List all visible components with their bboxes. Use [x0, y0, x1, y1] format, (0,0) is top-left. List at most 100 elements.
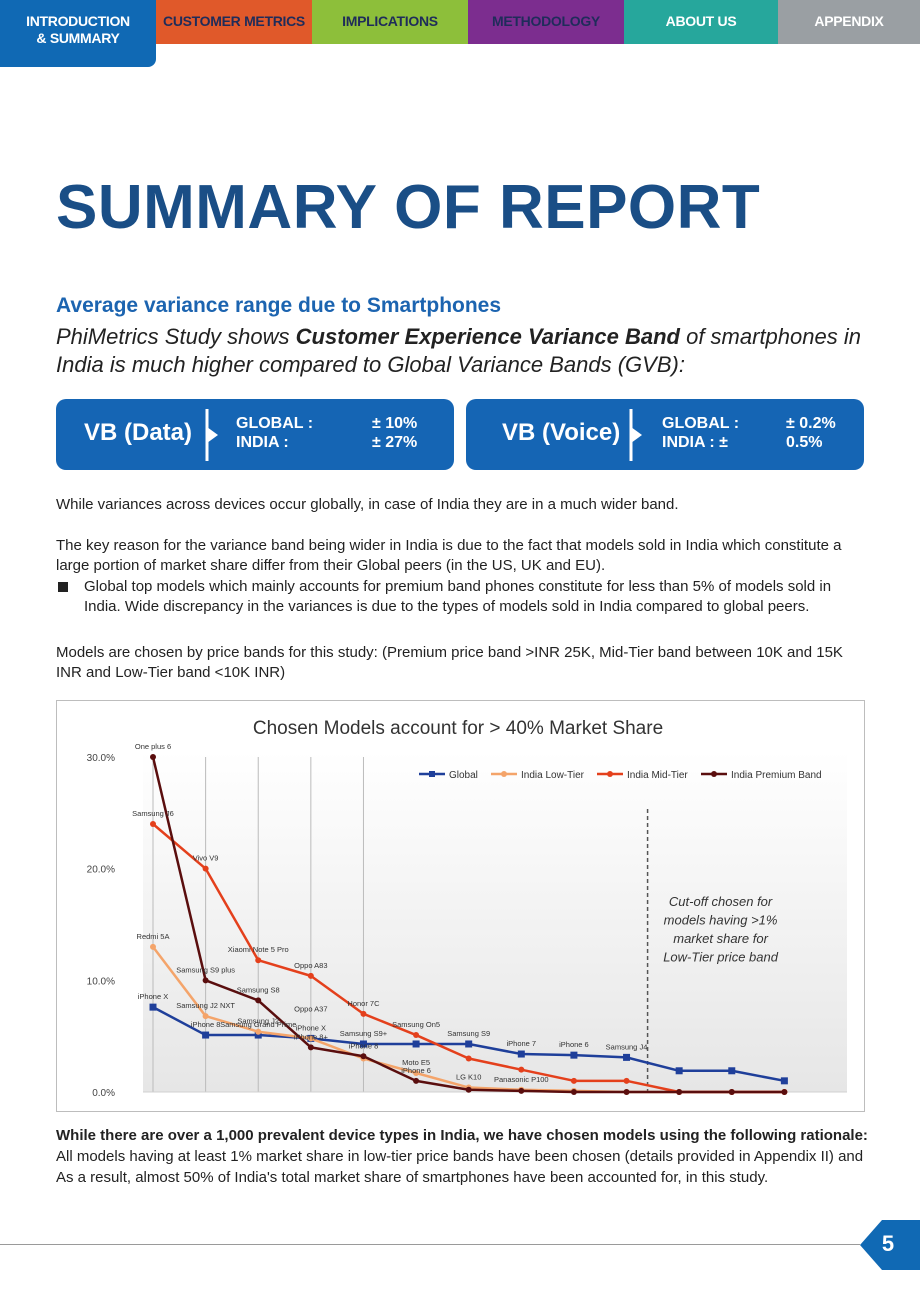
y-tick-label: 10.0%: [87, 976, 115, 987]
y-tick-label: 0.0%: [92, 1088, 115, 1099]
data-point: [781, 1089, 788, 1095]
legend-marker: [501, 771, 507, 777]
data-point: [675, 1067, 683, 1075]
chevron-right-icon: [629, 409, 642, 461]
point-label: Samsung J2: [237, 1017, 279, 1026]
tab-label: INTRODUCTION & SUMMARY: [26, 13, 130, 46]
legend-label: India Low-Tier: [521, 770, 585, 781]
point-label: Samsung Grand Prime: [220, 1020, 296, 1029]
point-label: Oppo A37: [294, 1004, 327, 1013]
tab-label: METHODOLOGY: [492, 13, 600, 29]
chevron-right-icon: [205, 409, 218, 461]
tab-label: ABOUT US: [665, 13, 737, 29]
data-point: [202, 977, 209, 984]
y-tick-label: 30.0%: [87, 753, 115, 764]
legend-marker: [429, 771, 435, 777]
page-number-badge: [860, 1220, 920, 1270]
tab-implications[interactable]: IMPLICATIONS: [312, 0, 468, 44]
vb-voice-box: VB (Voice) GLOBAL : INDIA : ± ± 0.2% 0.5%: [466, 399, 864, 470]
point-label: LG K10: [456, 1073, 481, 1082]
tab-methodology[interactable]: METHODOLOGY: [468, 0, 624, 44]
vb-voice-keys: GLOBAL : INDIA : ±: [662, 415, 740, 451]
data-point: [413, 1070, 420, 1077]
legend-label: India Mid-Tier: [627, 770, 688, 781]
data-point: [465, 1086, 472, 1093]
point-label: Samsung S9: [447, 1029, 490, 1038]
page-number: 5: [881, 1231, 895, 1256]
cutoff-annotation-line: market share for: [673, 931, 768, 946]
data-point: [465, 1040, 473, 1048]
point-label: Samsung J2 NXT: [176, 1001, 235, 1010]
data-point: [255, 957, 262, 964]
rationale-paragraph: While there are over a 1,000 prevalent d…: [56, 1127, 868, 1186]
vb-data-keys: GLOBAL : INDIA :: [236, 415, 314, 451]
cutoff-annotation-line: models having >1%: [664, 913, 778, 928]
bullet-square-icon: [58, 582, 68, 592]
point-label: Samsung S9 plus: [176, 965, 235, 974]
vb-data-label: VB (Data): [84, 419, 193, 446]
paragraph-price-bands: Models are chosen by price bands for thi…: [56, 644, 843, 681]
point-label: Vivo V9: [193, 854, 219, 863]
legend-marker: [607, 771, 613, 777]
point-label: Samsung J4: [606, 1042, 648, 1051]
data-point: [360, 1053, 367, 1060]
footer-divider: [0, 1244, 860, 1245]
top-nav: INTRODUCTION & SUMMARY CUSTOMER METRICS I…: [0, 0, 920, 67]
data-point: [623, 1053, 631, 1061]
data-point: [517, 1050, 525, 1058]
point-label: Moto E5: [402, 1058, 430, 1067]
tab-introduction-summary[interactable]: INTRODUCTION & SUMMARY: [0, 0, 156, 67]
point-label: iPhone 8+: [294, 1032, 329, 1041]
data-point: [413, 1077, 420, 1084]
data-point: [676, 1089, 683, 1095]
data-point: [570, 1051, 578, 1059]
legend-label: India Premium Band: [731, 770, 822, 781]
legend-marker: [711, 771, 717, 777]
point-label: iPhone 6: [401, 1066, 431, 1075]
data-point: [149, 1003, 157, 1011]
point-label: iPhone 6: [559, 1040, 589, 1049]
point-label: iPhone 8: [349, 1041, 379, 1050]
point-label: Panasonic P100: [494, 1075, 549, 1084]
point-label: Oppo A83: [294, 961, 327, 970]
data-point: [202, 1031, 210, 1039]
point-label: iPhone X: [296, 1023, 326, 1032]
paragraph-global-variance: While variances across devices occur glo…: [56, 496, 679, 513]
point-label: iPhone 8: [191, 1020, 221, 1029]
data-point: [307, 1044, 314, 1051]
data-point: [359, 1040, 367, 1048]
data-point: [307, 972, 314, 979]
data-point: [623, 1077, 630, 1084]
point-label: One plus 6: [135, 742, 171, 751]
point-label: Samsung S9+: [340, 1029, 388, 1038]
tab-label: APPENDIX: [814, 13, 884, 29]
data-point: [412, 1040, 420, 1048]
point-label: Samsung On5: [392, 1020, 440, 1029]
tab-label: IMPLICATIONS: [342, 13, 438, 29]
tab-label: CUSTOMER METRICS: [163, 13, 305, 29]
chart-title: Chosen Models account for > 40% Market S…: [253, 718, 663, 739]
point-label: Samsung J6: [132, 809, 174, 818]
data-point: [413, 1032, 420, 1039]
tab-customer-metrics[interactable]: CUSTOMER METRICS: [156, 0, 312, 44]
section-subhead: Average variance range due to Smartphone…: [56, 294, 502, 317]
vb-voice-values: ± 0.2% 0.5%: [786, 415, 836, 451]
data-point: [518, 1087, 525, 1094]
cutoff-annotation-line: Cut-off chosen for: [669, 894, 773, 909]
data-point: [255, 997, 262, 1004]
intro-statement: PhiMetrics Study shows Customer Experien…: [56, 324, 861, 377]
vb-data-box: VB (Data) GLOBAL : INDIA : ± 10% ± 27%: [56, 399, 454, 470]
data-point: [728, 1089, 735, 1095]
data-point: [150, 943, 156, 950]
paragraph-key-reason: The key reason for the variance band bei…: [56, 537, 842, 574]
point-label: iPhone X: [138, 992, 168, 1001]
data-point: [360, 1010, 367, 1017]
data-point: [623, 1089, 630, 1095]
tab-appendix[interactable]: APPENDIX: [778, 0, 920, 44]
cutoff-annotation-line: Low-Tier price band: [663, 950, 779, 965]
tab-about-us[interactable]: ABOUT US: [624, 0, 778, 44]
data-point: [307, 1035, 314, 1042]
point-label: Xiaomi Note 5 Pro: [228, 945, 289, 954]
data-point: [150, 754, 156, 760]
vb-data-values: ± 10% ± 27%: [372, 415, 418, 451]
